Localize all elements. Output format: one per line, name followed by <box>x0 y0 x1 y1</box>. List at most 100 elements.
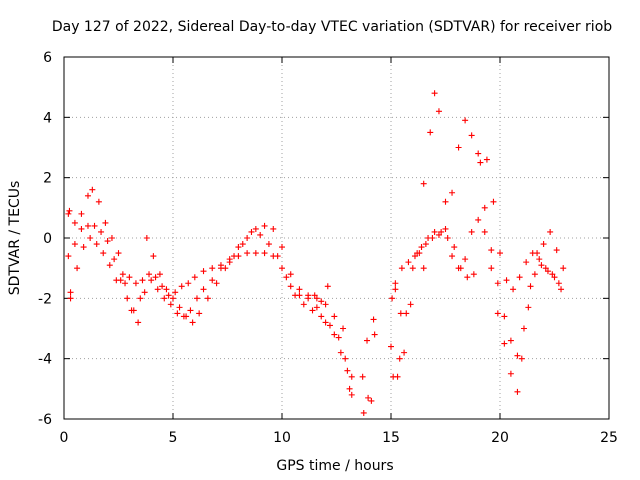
data-point <box>185 280 192 287</box>
data-point <box>401 349 408 356</box>
series-track-1 <box>65 186 355 398</box>
data-point <box>488 247 495 254</box>
data-point <box>287 271 294 278</box>
y-tick-label: -4 <box>38 352 52 368</box>
data-point <box>340 325 347 332</box>
data-point <box>344 367 351 374</box>
data-point <box>501 340 508 347</box>
data-point <box>84 192 91 199</box>
data-point <box>510 286 517 293</box>
grid-lines <box>64 57 609 419</box>
data-point <box>204 295 211 302</box>
data-point <box>156 271 163 278</box>
data-point <box>296 292 303 299</box>
data-point <box>213 280 220 287</box>
data-point <box>104 238 111 245</box>
data-point <box>67 295 74 302</box>
x-tick-label: 10 <box>273 430 291 446</box>
data-point <box>200 268 207 275</box>
y-tick-label: -2 <box>38 291 52 307</box>
data-point <box>111 256 118 263</box>
data-point <box>475 150 482 157</box>
data-point <box>154 286 161 293</box>
data-point <box>560 265 567 272</box>
data-point <box>178 283 185 290</box>
data-point <box>176 304 183 311</box>
data-point <box>475 216 482 223</box>
data-point <box>514 388 521 395</box>
data-point <box>89 186 96 193</box>
data-point <box>388 343 394 350</box>
data-point <box>279 244 285 251</box>
data-point <box>520 325 527 332</box>
x-tick-label: 20 <box>491 430 509 446</box>
data-point <box>538 262 545 269</box>
data-point <box>371 331 378 338</box>
data-point <box>398 265 405 272</box>
series-track-5 <box>390 117 565 395</box>
data-point <box>542 265 549 272</box>
data-point <box>544 268 551 275</box>
data-point <box>322 319 329 326</box>
data-point <box>409 265 416 272</box>
data-point <box>403 310 410 317</box>
data-point <box>337 349 344 356</box>
data-point <box>518 355 525 362</box>
data-point <box>555 280 562 287</box>
data-point <box>558 286 565 293</box>
data-point <box>425 235 432 241</box>
data-point <box>390 373 397 380</box>
data-point <box>322 301 329 308</box>
data-point <box>270 253 277 260</box>
data-point <box>420 180 427 187</box>
data-point <box>148 277 155 284</box>
data-point <box>193 295 200 302</box>
data-point <box>65 253 72 260</box>
data-point <box>481 228 488 235</box>
data-point <box>287 283 294 290</box>
data-point <box>547 228 554 235</box>
x-axis-label: GPS time / hours <box>276 458 393 474</box>
data-point <box>359 373 366 380</box>
data-point <box>364 337 371 344</box>
data-point <box>422 241 429 248</box>
data-point <box>296 286 303 293</box>
data-point <box>313 304 320 311</box>
data-point <box>84 222 91 229</box>
data-point <box>67 289 74 296</box>
data-point <box>407 301 414 308</box>
data-point <box>279 265 285 272</box>
data-point <box>507 370 514 377</box>
data-point <box>457 265 464 272</box>
data-point <box>318 313 325 320</box>
data-point <box>435 231 442 238</box>
data-point <box>540 241 547 248</box>
data-point <box>235 244 242 251</box>
data-point <box>209 277 216 284</box>
data-point <box>100 250 107 257</box>
data-point <box>71 241 78 248</box>
data-point <box>326 322 333 329</box>
data-point <box>435 108 442 115</box>
data-point <box>462 256 469 263</box>
data-point <box>106 262 113 269</box>
data-point <box>126 274 133 281</box>
data-point <box>132 280 139 287</box>
data-point <box>451 244 458 251</box>
data-point <box>389 295 396 302</box>
data-point <box>309 307 316 314</box>
y-tick-label: 6 <box>43 50 52 66</box>
data-point <box>66 207 73 214</box>
x-tick-label: 25 <box>600 430 618 446</box>
series-track-3 <box>67 235 338 320</box>
data-point <box>159 283 166 290</box>
data-point <box>331 313 338 320</box>
data-point <box>189 319 196 326</box>
data-point <box>152 274 159 281</box>
data-point <box>115 250 122 257</box>
data-point <box>438 228 445 235</box>
data-point <box>196 310 203 317</box>
data-point <box>468 132 475 139</box>
data-point <box>226 259 233 266</box>
data-point <box>503 277 510 284</box>
